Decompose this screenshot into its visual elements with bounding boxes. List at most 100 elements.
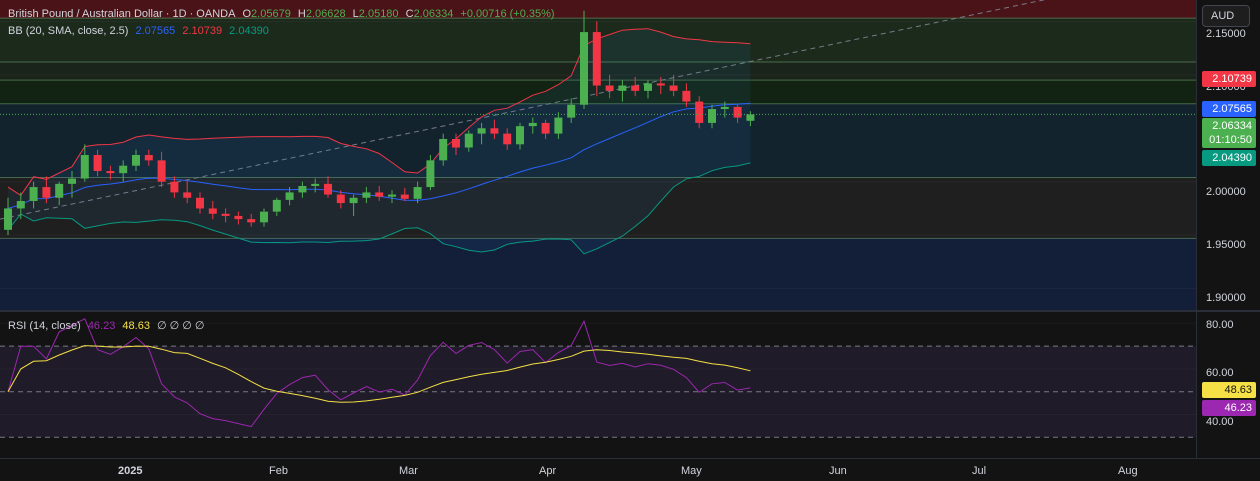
rsi-value: 46.23 [87,320,116,332]
candle-body [119,165,128,174]
candle-body [93,155,102,172]
close-label: C [405,8,414,20]
symbol-title[interactable]: British Pound / Australian Dollar · 1D ·… [8,8,236,20]
rsi-extra-values: ∅ ∅ ∅ ∅ [157,320,205,332]
rsi-ma-tag: 48.63 [1202,382,1256,398]
candle-body [311,183,320,186]
high-value: 2.06628 [305,8,346,20]
candle-body [516,126,524,145]
rsi-line [7,318,751,428]
candle-body [80,155,89,179]
candle-body [375,192,384,197]
candle-body [580,32,588,105]
candle-body [720,106,729,110]
candle-body [400,194,409,199]
bb-label[interactable]: BB (20, SMA, close, 2.5) [8,25,129,37]
candle-body [170,181,179,193]
price-pane[interactable] [0,0,1196,310]
candle-body [106,171,115,174]
bb-lower-tag: 2.04390 [1202,150,1256,166]
rsi-background [0,312,1196,460]
candle-body [324,183,332,195]
candle-body [132,155,140,166]
price-axis-border [1196,0,1197,458]
bb-fill [8,28,751,254]
bb-basis-tag: 2.07565 [1202,101,1256,117]
candle-body [208,208,217,214]
candle-body [592,32,601,86]
candle-body [746,114,755,121]
candle-body [388,194,396,197]
time-axis-border [0,458,1260,459]
rsi-tick: 80.00 [1206,319,1234,331]
candle-body [55,183,64,198]
candle-body [68,178,76,184]
candle-body [234,215,243,220]
candle-body [708,109,716,123]
time-label-mar: Mar [399,465,418,477]
bb-legend[interactable]: BB (20, SMA, close, 2.5) 2.07565 2.10739… [8,24,273,38]
candle-body [362,192,371,198]
candle-body [413,187,422,199]
high-label: H [297,8,306,20]
symbol-legend[interactable]: British Pound / Australian Dollar · 1D ·… [8,7,559,21]
time-label-aug: Aug [1118,465,1138,477]
candle-body [733,106,742,118]
candle-body [490,128,499,134]
candle-body [285,192,294,200]
candle-body [29,187,38,201]
rsi-tag: 46.23 [1202,400,1256,416]
candle-body [618,85,627,91]
currency-unit-button[interactable]: AUD [1202,5,1250,27]
candle-body [247,219,256,223]
candle-body [298,186,307,193]
candle-body [695,101,704,123]
last-price-value: 2.06334 [1212,120,1252,132]
candle-body [260,211,268,223]
candle-body [452,138,460,148]
bb-upper-value: 2.10739 [182,25,223,37]
candle-body [605,85,614,91]
candle-body [503,133,512,145]
price-tick: 2.15000 [1206,28,1246,40]
time-label-apr: Apr [539,465,557,477]
candle-body [4,208,12,230]
bb-lower-value: 2.04390 [229,25,269,37]
candle-body [183,192,192,198]
candle-body [669,85,678,91]
zone-band [0,103,1196,178]
time-label-feb: Feb [269,465,288,477]
pane-divider[interactable] [0,310,1260,312]
candle-body [336,194,345,204]
trendline [0,0,1046,220]
rsi-pane[interactable] [0,312,1196,460]
low-value: 2.05180 [358,8,399,20]
candle-body [349,197,358,204]
bb-basis-value: 2.07565 [135,25,176,37]
price-tick: 1.95000 [1206,239,1246,251]
close-value: 2.06334 [413,8,454,20]
time-label-jun: Jun [829,465,847,477]
time-label-jul: Jul [972,465,987,477]
countdown-value: 01:10:50 [1209,134,1252,146]
zone-band [0,0,1196,19]
rsi-ma-value: 48.63 [122,320,150,332]
zone-band [0,80,1196,104]
open-label: O [242,8,252,20]
candle-body [221,213,230,216]
change-value: +0.00716 (+0.35%) [460,8,555,20]
candle-body [631,85,640,91]
candle-body [196,197,204,209]
low-label: L [352,8,359,20]
bb-upper-line [7,28,751,197]
candle-body [439,138,448,161]
candle-body [644,83,652,91]
rsi-tick: 40.00 [1206,416,1234,428]
candle-body [656,83,665,86]
rsi-label[interactable]: RSI (14, close) [8,320,81,332]
time-label-may: May [681,465,702,477]
rsi-legend[interactable]: RSI (14, close) 46.23 48.63 ∅ ∅ ∅ ∅ [8,319,209,333]
candle-body [157,160,166,182]
candle-body [554,117,563,134]
